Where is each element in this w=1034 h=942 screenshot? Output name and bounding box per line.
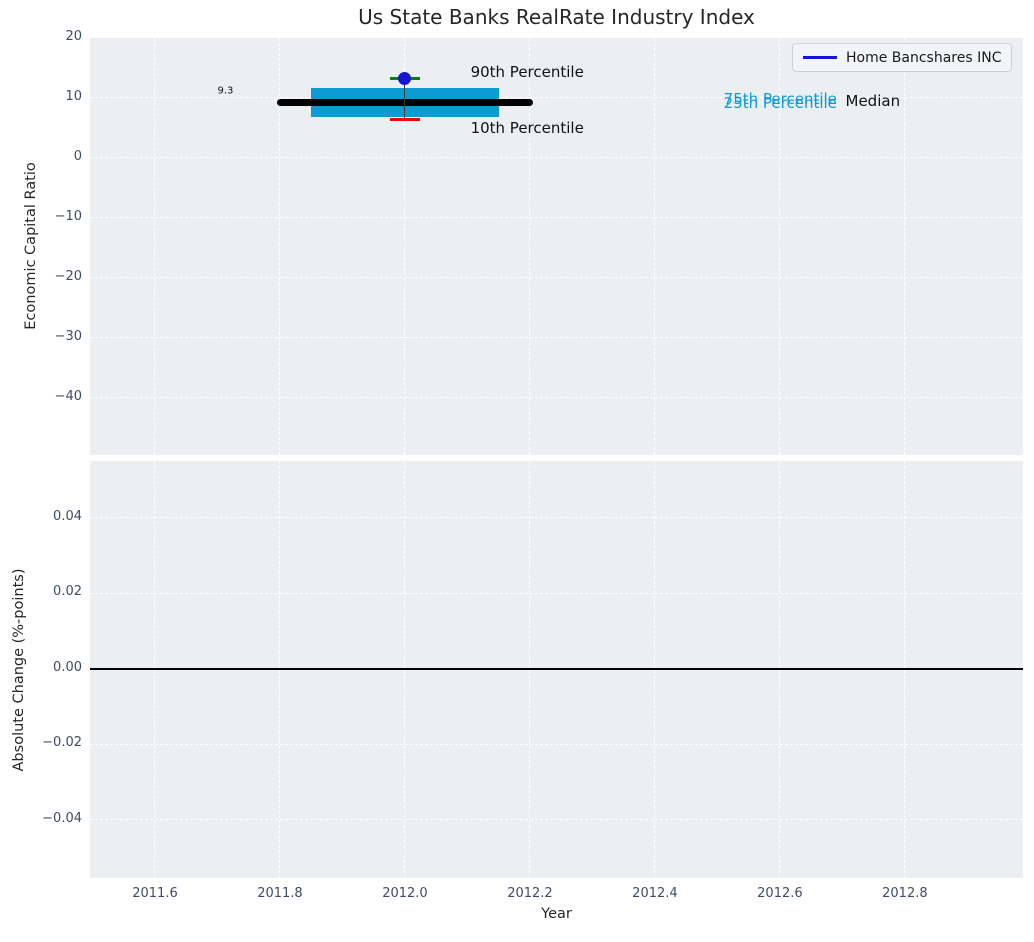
gridline xyxy=(90,217,1023,219)
gridline xyxy=(154,38,156,455)
gridline xyxy=(90,157,1023,159)
x-tick-label: 2011.8 xyxy=(257,886,303,901)
y-tick-label: 0.02 xyxy=(53,584,82,600)
y-tick-label: −40 xyxy=(54,389,82,404)
legend: Home Bancshares INC xyxy=(792,43,1013,72)
gridline xyxy=(90,397,1023,399)
plot-area xyxy=(90,38,1023,455)
gridline xyxy=(90,592,1023,594)
x-tick-label: 2012.4 xyxy=(632,886,678,901)
gridline xyxy=(90,517,1023,519)
x-tick-label: 2012.8 xyxy=(882,886,928,901)
gridline xyxy=(904,38,906,455)
annotation-10th-percentile: 10th Percentile xyxy=(470,119,584,137)
x-tick-label: 2012.2 xyxy=(507,886,553,901)
y-tick-label: −10 xyxy=(54,209,82,224)
x-tick-label: 2012.6 xyxy=(757,886,803,901)
gridline xyxy=(529,38,531,455)
company-point xyxy=(398,72,412,86)
x-axis-label: Year xyxy=(541,906,572,922)
y-axis-label-top: Economic Capital Ratio xyxy=(23,162,39,330)
gridline xyxy=(90,743,1023,745)
annotation-90th-percentile: 90th Percentile xyxy=(470,63,584,82)
gridline xyxy=(90,337,1023,339)
y-tick-label: 0.04 xyxy=(53,508,82,524)
y-tick-label: 0 xyxy=(73,149,82,164)
annotation-25th-percentile: 25th Percentile xyxy=(723,94,837,113)
gridline xyxy=(404,38,406,455)
gridline xyxy=(654,38,656,455)
gridline xyxy=(779,38,781,455)
x-tick-label: 2012.0 xyxy=(382,886,428,901)
annotation-median: Median xyxy=(845,92,901,110)
annotation-75th-percentile: 75th Percentile xyxy=(723,89,837,108)
gridline xyxy=(90,277,1023,279)
legend-label: Home Bancshares INC xyxy=(846,49,1002,66)
y-tick-label: 10 xyxy=(65,89,82,104)
y-tick-label: −0.02 xyxy=(42,735,82,751)
legend-line-swatch xyxy=(803,56,837,59)
gridline xyxy=(279,38,281,455)
y-tick-label: −0.04 xyxy=(42,810,82,826)
annotation-9-3: 9.3 xyxy=(217,85,234,97)
y-tick-label: 20 xyxy=(65,29,82,44)
zero-line xyxy=(90,667,1023,670)
x-tick-label: 2011.6 xyxy=(132,886,178,901)
chart-title: Us State Banks RealRate Industry Index xyxy=(358,5,755,29)
y-tick-label: −30 xyxy=(54,329,82,344)
whisker-cap-10th xyxy=(389,117,420,121)
gridline xyxy=(90,97,1023,99)
y-tick-label: 0.00 xyxy=(53,659,82,675)
y-tick-label: −20 xyxy=(54,269,82,284)
whisker-line xyxy=(404,78,406,119)
gridline xyxy=(90,819,1023,821)
gridline xyxy=(90,37,1023,39)
